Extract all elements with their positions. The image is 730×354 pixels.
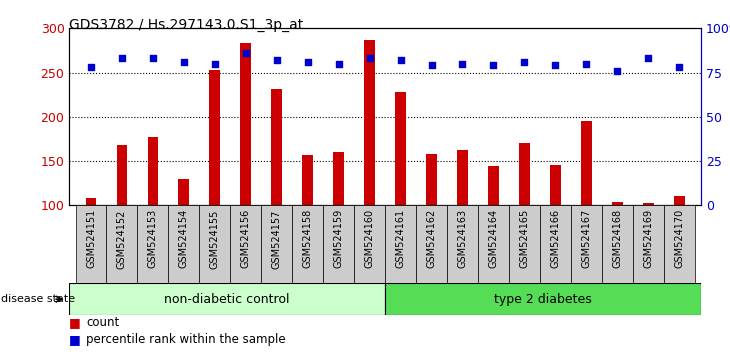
Bar <box>69 283 385 315</box>
Text: GSM524161: GSM524161 <box>396 209 406 268</box>
Point <box>612 68 623 74</box>
Text: ■: ■ <box>69 333 81 346</box>
Text: GSM524165: GSM524165 <box>519 209 529 268</box>
Bar <box>85 198 96 294</box>
Bar <box>509 205 540 283</box>
Text: GSM524153: GSM524153 <box>148 209 158 268</box>
Bar <box>137 205 169 283</box>
Bar <box>519 143 530 294</box>
Point <box>209 61 220 67</box>
Bar <box>488 166 499 294</box>
Bar <box>169 205 199 283</box>
Text: non-diabetic control: non-diabetic control <box>164 293 290 306</box>
Bar <box>571 205 602 283</box>
Point <box>395 57 407 63</box>
Bar <box>333 152 344 294</box>
Point <box>457 61 469 67</box>
Bar <box>354 205 385 283</box>
Bar <box>292 205 323 283</box>
Bar <box>642 202 653 294</box>
Bar <box>550 166 561 294</box>
Text: ■: ■ <box>69 316 81 329</box>
Point <box>116 56 128 61</box>
Text: GSM524151: GSM524151 <box>86 209 96 268</box>
Point <box>550 63 561 68</box>
Text: GSM524158: GSM524158 <box>303 209 312 268</box>
Bar <box>302 155 313 294</box>
Text: GSM524164: GSM524164 <box>488 209 499 268</box>
Point <box>364 56 375 61</box>
Bar <box>75 205 107 283</box>
Text: GSM524152: GSM524152 <box>117 209 127 269</box>
Text: GSM524163: GSM524163 <box>458 209 467 268</box>
Point <box>673 64 685 70</box>
Bar <box>602 205 633 283</box>
Bar <box>612 202 623 294</box>
Point <box>240 50 252 56</box>
Bar <box>261 205 292 283</box>
Bar <box>478 205 509 283</box>
Bar <box>385 283 701 315</box>
Point <box>178 59 190 65</box>
Text: GSM524162: GSM524162 <box>426 209 437 268</box>
Bar <box>581 121 592 294</box>
Point <box>271 57 283 63</box>
Bar <box>210 70 220 294</box>
Bar <box>426 154 437 294</box>
Bar <box>674 195 685 294</box>
Text: GSM524167: GSM524167 <box>581 209 591 268</box>
Text: type 2 diabetes: type 2 diabetes <box>494 293 592 306</box>
Bar <box>107 205 137 283</box>
Bar <box>147 137 158 294</box>
Text: GSM524154: GSM524154 <box>179 209 189 268</box>
Text: GSM524170: GSM524170 <box>674 209 684 268</box>
Text: GSM524157: GSM524157 <box>272 209 282 269</box>
Text: GSM524169: GSM524169 <box>643 209 653 268</box>
Bar <box>178 179 189 294</box>
Bar <box>323 205 354 283</box>
Bar <box>272 88 283 294</box>
Bar <box>664 205 695 283</box>
Text: count: count <box>86 316 120 329</box>
Bar <box>633 205 664 283</box>
Text: percentile rank within the sample: percentile rank within the sample <box>86 333 285 346</box>
Text: GSM524155: GSM524155 <box>210 209 220 269</box>
Point <box>333 61 345 67</box>
Text: GSM524159: GSM524159 <box>334 209 344 268</box>
Text: disease state: disease state <box>1 294 75 304</box>
Bar <box>240 44 251 294</box>
Point <box>426 63 437 68</box>
Text: GDS3782 / Hs.297143.0.S1_3p_at: GDS3782 / Hs.297143.0.S1_3p_at <box>69 18 304 32</box>
Bar <box>395 92 406 294</box>
Bar <box>416 205 447 283</box>
Point <box>85 64 97 70</box>
Point <box>642 56 654 61</box>
Text: GSM524156: GSM524156 <box>241 209 251 268</box>
Bar <box>117 145 128 294</box>
Bar <box>385 205 416 283</box>
Point <box>488 63 499 68</box>
Bar <box>230 205 261 283</box>
Point <box>301 59 313 65</box>
Bar <box>447 205 478 283</box>
Text: GSM524168: GSM524168 <box>612 209 622 268</box>
Point <box>518 59 530 65</box>
Bar <box>364 40 375 294</box>
Text: GSM524160: GSM524160 <box>364 209 374 268</box>
Bar <box>457 149 468 294</box>
Point <box>580 61 592 67</box>
Bar <box>199 205 230 283</box>
Point <box>147 56 158 61</box>
Bar <box>540 205 571 283</box>
Text: GSM524166: GSM524166 <box>550 209 561 268</box>
